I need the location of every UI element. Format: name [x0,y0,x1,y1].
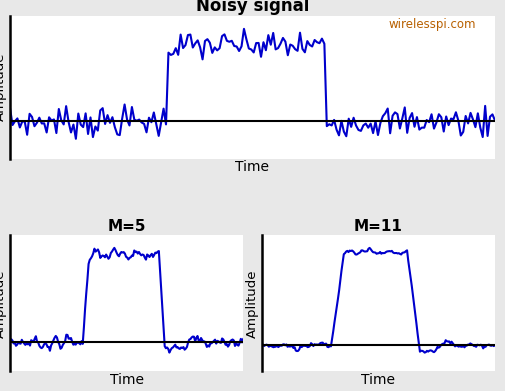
Text: wirelesspi.com: wirelesspi.com [389,18,476,30]
Title: M=5: M=5 [108,219,146,234]
Y-axis label: Amplitude: Amplitude [0,53,7,121]
X-axis label: Time: Time [362,373,395,387]
Y-axis label: Amplitude: Amplitude [246,269,259,338]
Y-axis label: Amplitude: Amplitude [0,269,7,338]
Title: Noisy signal: Noisy signal [196,0,309,16]
X-axis label: Time: Time [235,160,270,174]
Title: M=11: M=11 [354,219,403,234]
X-axis label: Time: Time [110,373,143,387]
